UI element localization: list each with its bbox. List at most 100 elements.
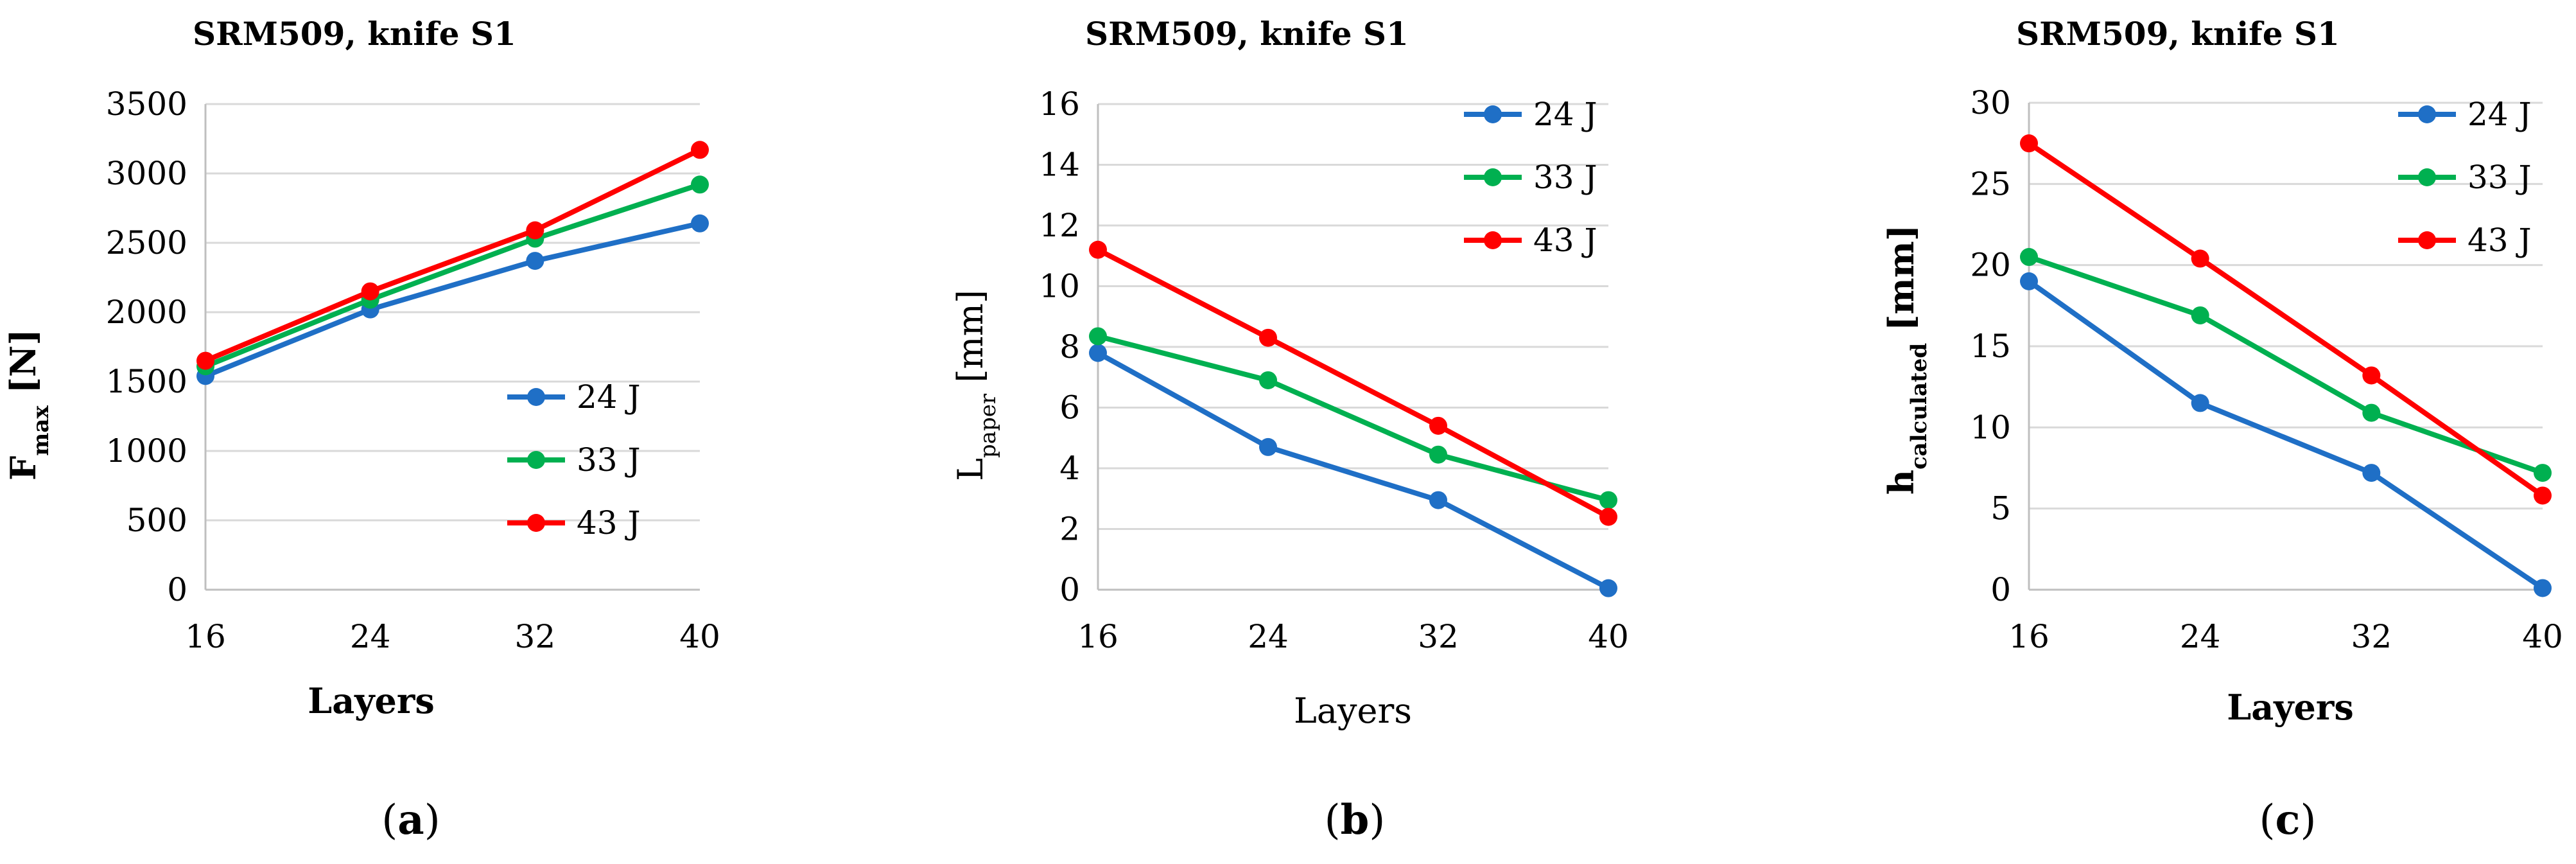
legend-marker-43j	[1484, 231, 1502, 249]
y-tick-label: 4	[1059, 450, 1080, 487]
series-group	[2020, 134, 2552, 597]
data-point-24j	[691, 214, 709, 233]
data-point-24j	[1429, 491, 1447, 509]
series-line-43j	[204, 147, 701, 364]
series-group	[1089, 240, 1617, 597]
y-axis-title-subscript: paper	[975, 393, 1001, 458]
data-point-33j	[2191, 306, 2209, 324]
legend: 24 J 33 J 43 J	[507, 378, 641, 542]
y-tick-label: 25	[1970, 165, 2011, 202]
data-point-43j	[2362, 366, 2381, 385]
legend-label-43j: 43 J	[2467, 222, 2532, 259]
legend-marker-43j	[2418, 231, 2436, 249]
y-tick-labels: 0 5 10 15 20 25 30	[1970, 84, 2011, 608]
data-point-33j	[691, 175, 709, 194]
y-tick-labels: 0 2 4 6 8 10 12 14 16	[1039, 85, 1080, 608]
data-point-24j	[1599, 579, 1617, 597]
x-tick-label: 16	[1077, 618, 1118, 655]
legend-marker-43j	[527, 514, 545, 532]
x-tick-label: 32	[515, 618, 556, 655]
y-tick-label: 500	[126, 502, 187, 539]
series-line-33j	[2028, 254, 2544, 475]
panel-label-a: (a)	[381, 796, 440, 844]
y-tick-label: 1000	[106, 432, 187, 470]
legend-marker-24j	[2418, 105, 2436, 123]
x-tick-labels: 16 24 32 40	[185, 618, 720, 655]
legend-label-33j: 33 J	[577, 441, 641, 479]
data-point-24j	[2362, 464, 2381, 482]
y-axis-title-unit: [mm]	[950, 290, 991, 394]
data-point-33j	[2362, 403, 2381, 422]
legend-label-43j: 43 J	[1533, 222, 1597, 259]
y-axis-title-unit: [mm]	[1881, 225, 1922, 343]
x-tick-label: 24	[350, 618, 391, 655]
legend-label-43j: 43 J	[577, 504, 641, 542]
x-tick-label: 32	[1418, 618, 1459, 655]
data-point-33j	[1599, 491, 1617, 509]
data-point-43j	[361, 282, 379, 301]
legend-marker-33j	[527, 451, 545, 469]
y-axis-title: hcalculated [mm]	[1881, 225, 1932, 495]
axes	[2028, 103, 2543, 591]
grid	[1098, 103, 1608, 530]
panel-label-b: (b)	[1325, 796, 1386, 844]
y-tick-label: 30	[1970, 84, 2011, 121]
y-axis-title-subscript: calculated	[1906, 343, 1932, 470]
y-axis-title-unit: [N]	[3, 329, 44, 405]
y-tick-label: 2	[1059, 511, 1080, 548]
y-tick-label: 10	[1039, 268, 1080, 305]
y-tick-label: 5	[1990, 490, 2011, 527]
x-tick-label: 24	[2180, 618, 2221, 655]
legend-marker-24j	[1484, 105, 1502, 123]
y-axis-title-main: L	[950, 458, 991, 481]
legend-marker-33j	[2418, 168, 2436, 186]
y-tick-label: 10	[1970, 409, 2011, 446]
y-axis-title: Lpaper [mm]	[950, 290, 1001, 481]
legend-label-33j: 33 J	[2467, 159, 2532, 196]
data-point-24j	[2020, 272, 2038, 290]
y-tick-label: 3500	[106, 85, 187, 123]
y-axis-title-main: F	[3, 456, 44, 480]
y-tick-label: 3000	[106, 155, 187, 192]
y-tick-label: 20	[1970, 247, 2011, 284]
y-tick-label: 0	[1990, 571, 2011, 608]
y-tick-label: 1500	[106, 363, 187, 400]
chart-title: SRM509, knife S1	[193, 15, 516, 53]
y-tick-label: 12	[1039, 207, 1080, 244]
series-line-24j	[1097, 350, 1610, 591]
y-tick-label: 14	[1039, 146, 1080, 184]
data-point-33j	[2020, 248, 2038, 267]
series-line-33j	[1097, 333, 1610, 503]
data-point-33j	[1429, 445, 1447, 464]
data-point-33j	[1089, 327, 1107, 346]
y-axis-title-subscript: max	[28, 405, 54, 456]
y-tick-label: 0	[1059, 571, 1080, 608]
data-point-24j	[2191, 394, 2209, 412]
x-axis-title: Layers	[308, 680, 435, 721]
data-point-43j	[1599, 507, 1617, 526]
series-line-43j	[1097, 247, 1610, 520]
series-line-33j	[204, 182, 701, 369]
legend-label-24j: 24 J	[1533, 96, 1597, 133]
chart-title: SRM509, knife S1	[2016, 15, 2340, 53]
data-point-24j	[1089, 344, 1107, 362]
x-tick-labels: 16 24 32 40	[1077, 618, 1629, 655]
series-line-43j	[2027, 141, 2545, 498]
data-point-43j	[1089, 240, 1107, 259]
x-tick-labels: 16 24 32 40	[2008, 618, 2563, 655]
data-point-43j	[1259, 328, 1277, 347]
x-axis-title: Layers	[1294, 691, 1412, 731]
data-point-33j	[1259, 371, 1277, 389]
legend-marker-24j	[527, 388, 545, 406]
y-tick-label: 8	[1059, 328, 1080, 366]
y-tick-label: 6	[1059, 389, 1080, 427]
legend: 24 J 33 J 43 J	[2398, 96, 2532, 259]
y-axis-title: Fmax [N]	[3, 329, 54, 480]
x-tick-label: 40	[679, 618, 720, 655]
x-tick-label: 16	[185, 618, 226, 655]
grid	[2029, 101, 2543, 510]
data-point-43j	[2020, 134, 2038, 153]
x-tick-label: 40	[1588, 618, 1629, 655]
